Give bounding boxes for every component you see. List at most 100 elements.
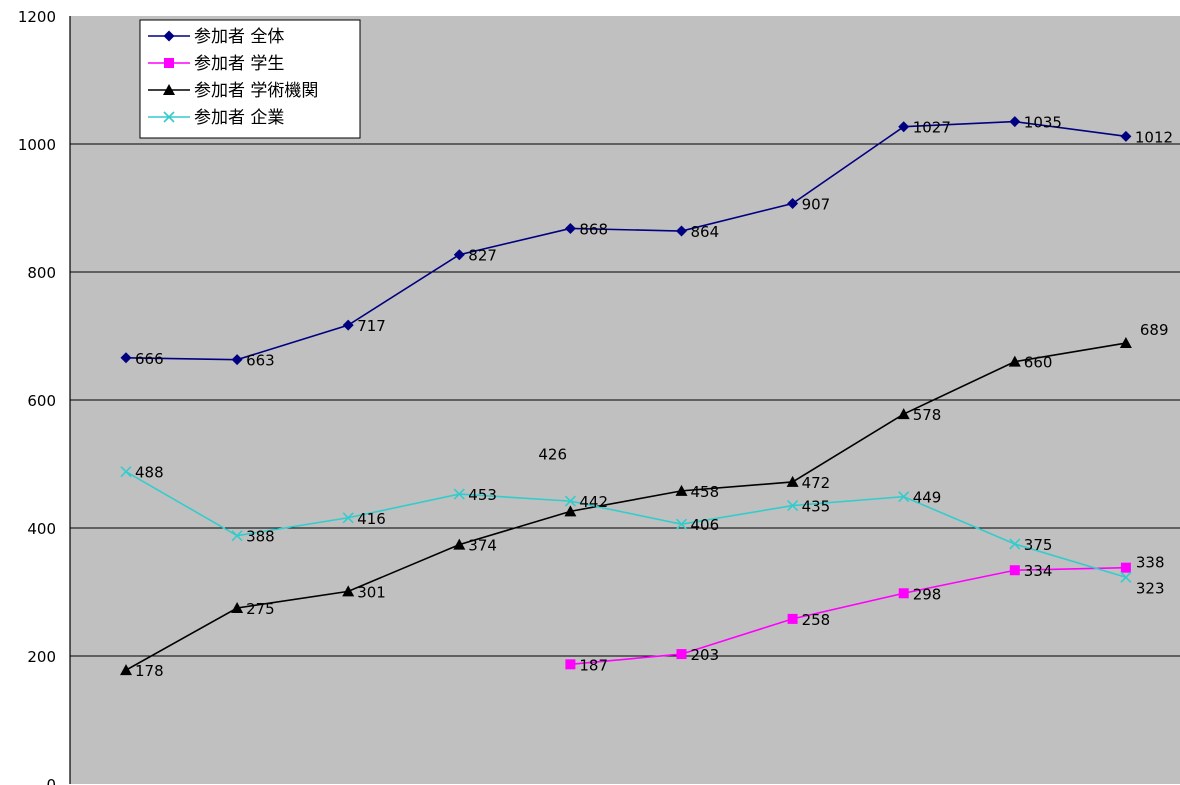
series-line bbox=[570, 566, 1126, 666]
legend-box bbox=[139, 19, 361, 139]
data-point bbox=[897, 408, 910, 420]
data-point bbox=[898, 121, 910, 133]
legend-marker bbox=[163, 111, 175, 123]
data-label: 406 bbox=[691, 516, 720, 534]
data-point bbox=[453, 249, 465, 261]
data-label: 472 bbox=[802, 474, 831, 492]
data-point bbox=[342, 319, 354, 331]
y-tick-label: 800 bbox=[27, 264, 56, 282]
data-label: 458 bbox=[691, 483, 720, 501]
data-point bbox=[342, 585, 355, 597]
series-2 bbox=[565, 562, 1131, 670]
data-point bbox=[787, 198, 799, 210]
series-line bbox=[125, 470, 1127, 579]
data-label: 301 bbox=[357, 583, 386, 601]
y-tick-label: 400 bbox=[27, 520, 56, 538]
data-labels: 666 663 717 827 868 864 907 1027 1035 1012 187 203 2… bbox=[135, 114, 1173, 680]
legend-item: 参加者 企業 bbox=[148, 108, 284, 128]
data-point bbox=[120, 664, 132, 676]
data-label: 453 bbox=[468, 486, 497, 504]
data-point bbox=[231, 530, 243, 542]
data-label: 660 bbox=[1024, 354, 1053, 372]
data-label: 666 bbox=[135, 350, 164, 368]
series-1 bbox=[120, 116, 1132, 366]
legend-label: 参加者 全体 bbox=[194, 27, 284, 47]
data-label: 1012 bbox=[1135, 128, 1173, 146]
legend-marker bbox=[163, 84, 175, 95]
data-point bbox=[1009, 565, 1020, 576]
data-label: 442 bbox=[579, 493, 608, 511]
data-label: 449 bbox=[913, 489, 942, 507]
legend-label: 参加者 学生 bbox=[194, 54, 284, 74]
legend-item: 参加者 学生 bbox=[148, 54, 284, 74]
y-tick-label: 600 bbox=[27, 392, 56, 410]
data-point bbox=[787, 613, 798, 624]
data-label: 1035 bbox=[1024, 114, 1062, 132]
data-point bbox=[231, 354, 243, 366]
y-tick-label: 1000 bbox=[18, 136, 56, 154]
data-point bbox=[453, 538, 466, 550]
data-point bbox=[564, 505, 577, 517]
data-label: 298 bbox=[913, 585, 942, 603]
data-label: 717 bbox=[357, 317, 386, 335]
data-label: 416 bbox=[357, 510, 386, 528]
data-point bbox=[787, 500, 799, 512]
data-label: 338 bbox=[1136, 554, 1165, 572]
data-label: 663 bbox=[246, 352, 275, 370]
data-point bbox=[675, 518, 688, 530]
data-label: 374 bbox=[468, 537, 497, 555]
data-label: 334 bbox=[1024, 562, 1053, 580]
series-line bbox=[125, 342, 1127, 671]
data-label: 375 bbox=[1024, 536, 1053, 554]
data-point bbox=[342, 512, 354, 524]
data-label: 488 bbox=[135, 464, 164, 482]
data-point bbox=[453, 488, 465, 500]
data-point bbox=[1009, 538, 1021, 550]
data-point bbox=[675, 484, 688, 496]
data-label: 435 bbox=[802, 498, 831, 516]
data-point bbox=[120, 352, 132, 364]
data-point bbox=[1008, 355, 1021, 367]
data-point bbox=[676, 225, 687, 237]
series-layer bbox=[120, 116, 1132, 676]
data-point bbox=[786, 475, 799, 487]
data-point bbox=[564, 222, 576, 234]
data-label: 388 bbox=[246, 528, 275, 546]
data-label: 1027 bbox=[913, 119, 951, 137]
data-label: 203 bbox=[691, 646, 720, 664]
data-label: 689 bbox=[1140, 321, 1169, 339]
y-tick-label: 200 bbox=[27, 648, 56, 666]
data-point bbox=[1009, 116, 1021, 128]
y-tick-label: 1200 bbox=[18, 8, 56, 26]
data-point bbox=[898, 491, 910, 503]
data-label: 578 bbox=[913, 406, 942, 424]
series-3 bbox=[120, 337, 1132, 676]
data-label: 827 bbox=[468, 247, 497, 265]
data-label: 864 bbox=[691, 223, 720, 241]
data-label: 275 bbox=[246, 600, 275, 618]
legend-label: 参加者 学術機関 bbox=[194, 81, 318, 101]
legend-marker bbox=[164, 58, 174, 68]
data-point bbox=[120, 466, 132, 478]
data-point bbox=[565, 659, 576, 670]
data-point bbox=[1120, 571, 1132, 583]
series-4 bbox=[120, 466, 1132, 583]
legend-marker bbox=[163, 30, 175, 42]
legend-item: 参加者 学術機関 bbox=[148, 81, 318, 101]
data-label: 187 bbox=[579, 656, 608, 674]
data-point bbox=[676, 649, 687, 660]
series-line bbox=[125, 120, 1127, 361]
data-label: 178 bbox=[135, 662, 164, 680]
data-label: 323 bbox=[1136, 579, 1165, 597]
data-point bbox=[231, 602, 244, 613]
data-point bbox=[564, 495, 576, 507]
data-label: 907 bbox=[802, 196, 831, 214]
data-label: 258 bbox=[802, 611, 831, 629]
gridlines bbox=[70, 143, 1180, 657]
y-tick-label: 0 bbox=[46, 776, 56, 785]
data-point bbox=[1120, 130, 1132, 142]
data-label: 426 bbox=[538, 445, 567, 463]
data-point bbox=[1119, 337, 1132, 349]
